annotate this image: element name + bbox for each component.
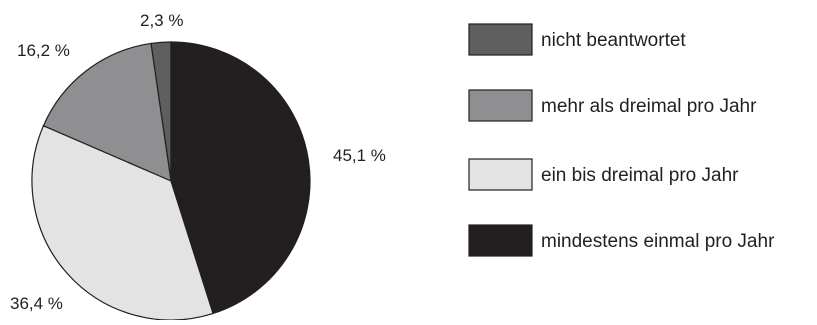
legend-swatch bbox=[468, 224, 533, 257]
legend-label: nicht beantwortet bbox=[541, 30, 686, 51]
legend-swatch bbox=[468, 158, 533, 191]
percentage-labels: 2,3 % 16,2 % 36,4 % 45,1 % bbox=[10, 11, 386, 313]
pie-slices bbox=[31, 41, 311, 321]
pie-slice bbox=[170, 41, 311, 315]
slice-percentage-label: 2,3 % bbox=[140, 11, 183, 30]
legend-label: mindestens einmal pro Jahr bbox=[541, 231, 775, 252]
slice-percentage-label: 45,1 % bbox=[333, 146, 386, 165]
legend-swatch bbox=[468, 89, 533, 122]
legend: nicht beantwortet mehr als dreimal pro Ja… bbox=[468, 23, 775, 257]
legend-swatch bbox=[468, 23, 533, 56]
slice-percentage-label: 36,4 % bbox=[10, 294, 63, 313]
legend-label: mehr als dreimal pro Jahr bbox=[541, 96, 757, 117]
legend-label: ein bis dreimal pro Jahr bbox=[541, 165, 739, 186]
pie-slice bbox=[42, 42, 172, 182]
slice-percentage-label: 16,2 % bbox=[17, 41, 70, 60]
